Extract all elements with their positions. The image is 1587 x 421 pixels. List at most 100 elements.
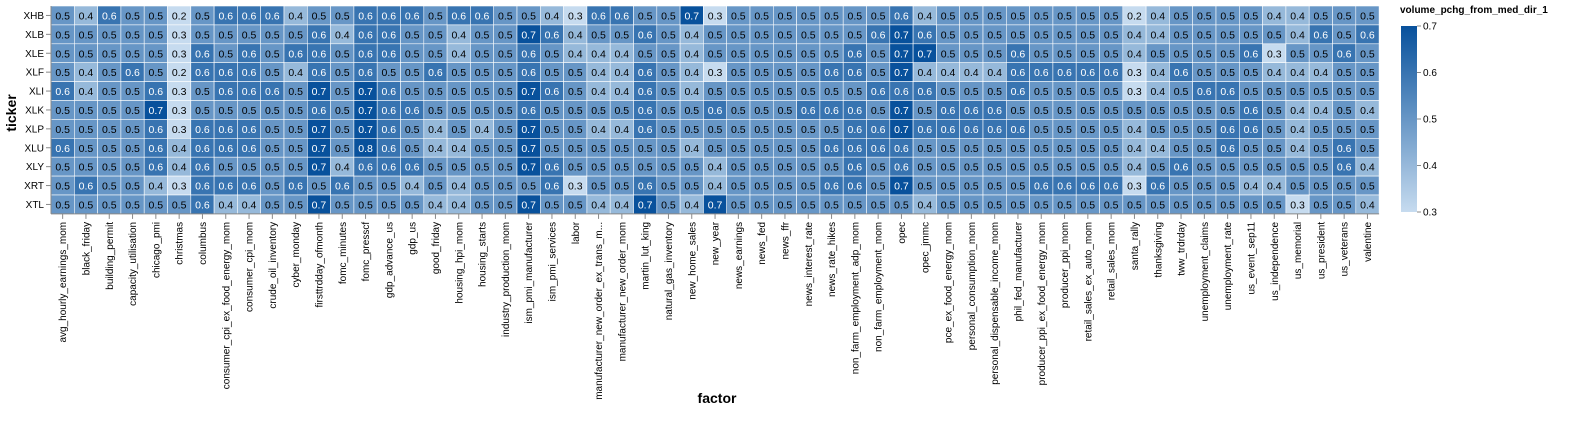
x-tick-label: personal_consumption_mom bbox=[967, 222, 978, 350]
cell-label: 0.5 bbox=[218, 48, 233, 60]
cell-label: 0.5 bbox=[498, 29, 513, 41]
cell-label: 0.5 bbox=[1150, 124, 1165, 136]
x-tick-label: retail_sales_mom bbox=[1107, 222, 1118, 300]
cell-label: 0.3 bbox=[1127, 86, 1142, 98]
cell-label: 0.5 bbox=[1197, 48, 1212, 60]
cell-label: 0.5 bbox=[871, 67, 886, 79]
cell-label: 0.4 bbox=[684, 48, 699, 60]
x-tick-label: industry_production_mom bbox=[501, 222, 512, 337]
cell-label: 0.6 bbox=[195, 48, 210, 60]
cell-label: 0.5 bbox=[941, 86, 956, 98]
cell-label: 0.5 bbox=[1034, 124, 1049, 136]
cell-label: 0.6 bbox=[405, 105, 420, 117]
cell-label: 0.3 bbox=[568, 181, 583, 193]
cell-label: 0.6 bbox=[125, 67, 140, 79]
x-tick-label: martin_lut_king bbox=[641, 222, 652, 290]
cell-label: 0.5 bbox=[1197, 162, 1212, 174]
cell-label: 0.6 bbox=[1220, 124, 1235, 136]
cell-label: 0.3 bbox=[172, 86, 187, 98]
cell-label: 0.5 bbox=[1314, 199, 1329, 211]
cell-label: 0.5 bbox=[964, 86, 979, 98]
color-legend: volume_pchg_from_med_dir_1 0.70.60.50.40… bbox=[1400, 5, 1548, 219]
cell-label: 0.5 bbox=[661, 86, 676, 98]
cell-label: 0.5 bbox=[1337, 124, 1352, 136]
cell-label: 0.6 bbox=[428, 67, 443, 79]
cell-label: 0.5 bbox=[894, 199, 909, 211]
cell-label: 0.5 bbox=[941, 48, 956, 60]
cell-label: 0.5 bbox=[1244, 199, 1259, 211]
cell-label: 0.5 bbox=[335, 105, 350, 117]
cell-label: 0.5 bbox=[1360, 67, 1375, 79]
cell-label: 0.5 bbox=[405, 124, 420, 136]
cell-label: 0.5 bbox=[475, 162, 490, 174]
cell-label: 0.5 bbox=[1081, 199, 1096, 211]
cell-label: 0.5 bbox=[941, 162, 956, 174]
x-tick-label: building_permit bbox=[105, 222, 116, 290]
cell-label: 0.6 bbox=[475, 10, 490, 22]
cell-label: 0.5 bbox=[312, 10, 327, 22]
cell-label: 0.5 bbox=[498, 105, 513, 117]
cell-label: 0.6 bbox=[242, 86, 257, 98]
cell-label: 0.6 bbox=[1244, 48, 1259, 60]
cell-label: 0.5 bbox=[405, 199, 420, 211]
cell-label: 0.6 bbox=[242, 143, 257, 155]
cell-label: 0.5 bbox=[102, 105, 117, 117]
cell-label: 0.5 bbox=[1057, 29, 1072, 41]
x-tick-label: avg_hourly_earnings_mom bbox=[58, 222, 69, 343]
x-tick-label: firsttrdday_ofmonth bbox=[314, 222, 325, 308]
cell-label: 0.6 bbox=[1244, 124, 1259, 136]
cell-label: 0.5 bbox=[382, 199, 397, 211]
cell-label: 0.5 bbox=[754, 10, 769, 22]
cell-label: 0.5 bbox=[1314, 181, 1329, 193]
cell-label: 0.5 bbox=[1267, 29, 1282, 41]
cell-label: 0.5 bbox=[568, 86, 583, 98]
cell-label: 0.5 bbox=[778, 10, 793, 22]
cell-label: 0.4 bbox=[288, 67, 303, 79]
cell-label: 0.5 bbox=[848, 29, 863, 41]
cell-label: 0.4 bbox=[615, 199, 630, 211]
cell-label: 0.6 bbox=[1011, 86, 1026, 98]
cell-label: 0.5 bbox=[1104, 48, 1119, 60]
cell-label: 0.5 bbox=[708, 143, 723, 155]
y-tick-label: XLK bbox=[25, 105, 44, 116]
cell-label: 0.6 bbox=[1081, 181, 1096, 193]
cell-label: 0.5 bbox=[428, 86, 443, 98]
x-tick-label: gdp_advance_us bbox=[384, 222, 395, 298]
cell-label: 0.5 bbox=[125, 199, 140, 211]
cell-label: 0.5 bbox=[1197, 105, 1212, 117]
cell-label: 0.5 bbox=[265, 67, 280, 79]
cell-label: 0.5 bbox=[731, 86, 746, 98]
cell-label: 0.6 bbox=[871, 143, 886, 155]
cell-label: 0.5 bbox=[451, 67, 466, 79]
cell-label: 0.6 bbox=[638, 181, 653, 193]
cell-label: 0.6 bbox=[382, 10, 397, 22]
cell-label: 0.5 bbox=[1011, 162, 1026, 174]
cell-label: 0.5 bbox=[615, 29, 630, 41]
cell-label: 0.5 bbox=[288, 124, 303, 136]
cell-label: 0.5 bbox=[731, 29, 746, 41]
cell-label: 0.5 bbox=[149, 29, 164, 41]
cell-label: 0.5 bbox=[451, 86, 466, 98]
cell-label: 0.7 bbox=[358, 105, 373, 117]
cell-label: 0.5 bbox=[754, 199, 769, 211]
cell-label: 0.5 bbox=[615, 181, 630, 193]
cell-label: 0.5 bbox=[312, 181, 327, 193]
cell-label: 0.5 bbox=[498, 124, 513, 136]
cell-label: 0.5 bbox=[335, 67, 350, 79]
cell-label: 0.5 bbox=[1337, 10, 1352, 22]
cell-label: 0.4 bbox=[1150, 10, 1165, 22]
cell-label: 0.4 bbox=[591, 48, 606, 60]
cell-label: 0.5 bbox=[1197, 67, 1212, 79]
cell-label: 0.5 bbox=[871, 48, 886, 60]
cell-label: 0.6 bbox=[871, 29, 886, 41]
cell-label: 0.4 bbox=[615, 124, 630, 136]
cell-label: 0.6 bbox=[312, 105, 327, 117]
cell-label: 0.4 bbox=[615, 48, 630, 60]
cell-label: 0.5 bbox=[288, 29, 303, 41]
cell-label: 0.5 bbox=[801, 67, 816, 79]
x-tick-label: retail_sales_ex_auto_mom bbox=[1083, 222, 1094, 342]
x-tick-label: new_home_sales bbox=[687, 222, 698, 300]
cell-label: 0.3 bbox=[708, 67, 723, 79]
cell-label: 0.6 bbox=[79, 181, 94, 193]
